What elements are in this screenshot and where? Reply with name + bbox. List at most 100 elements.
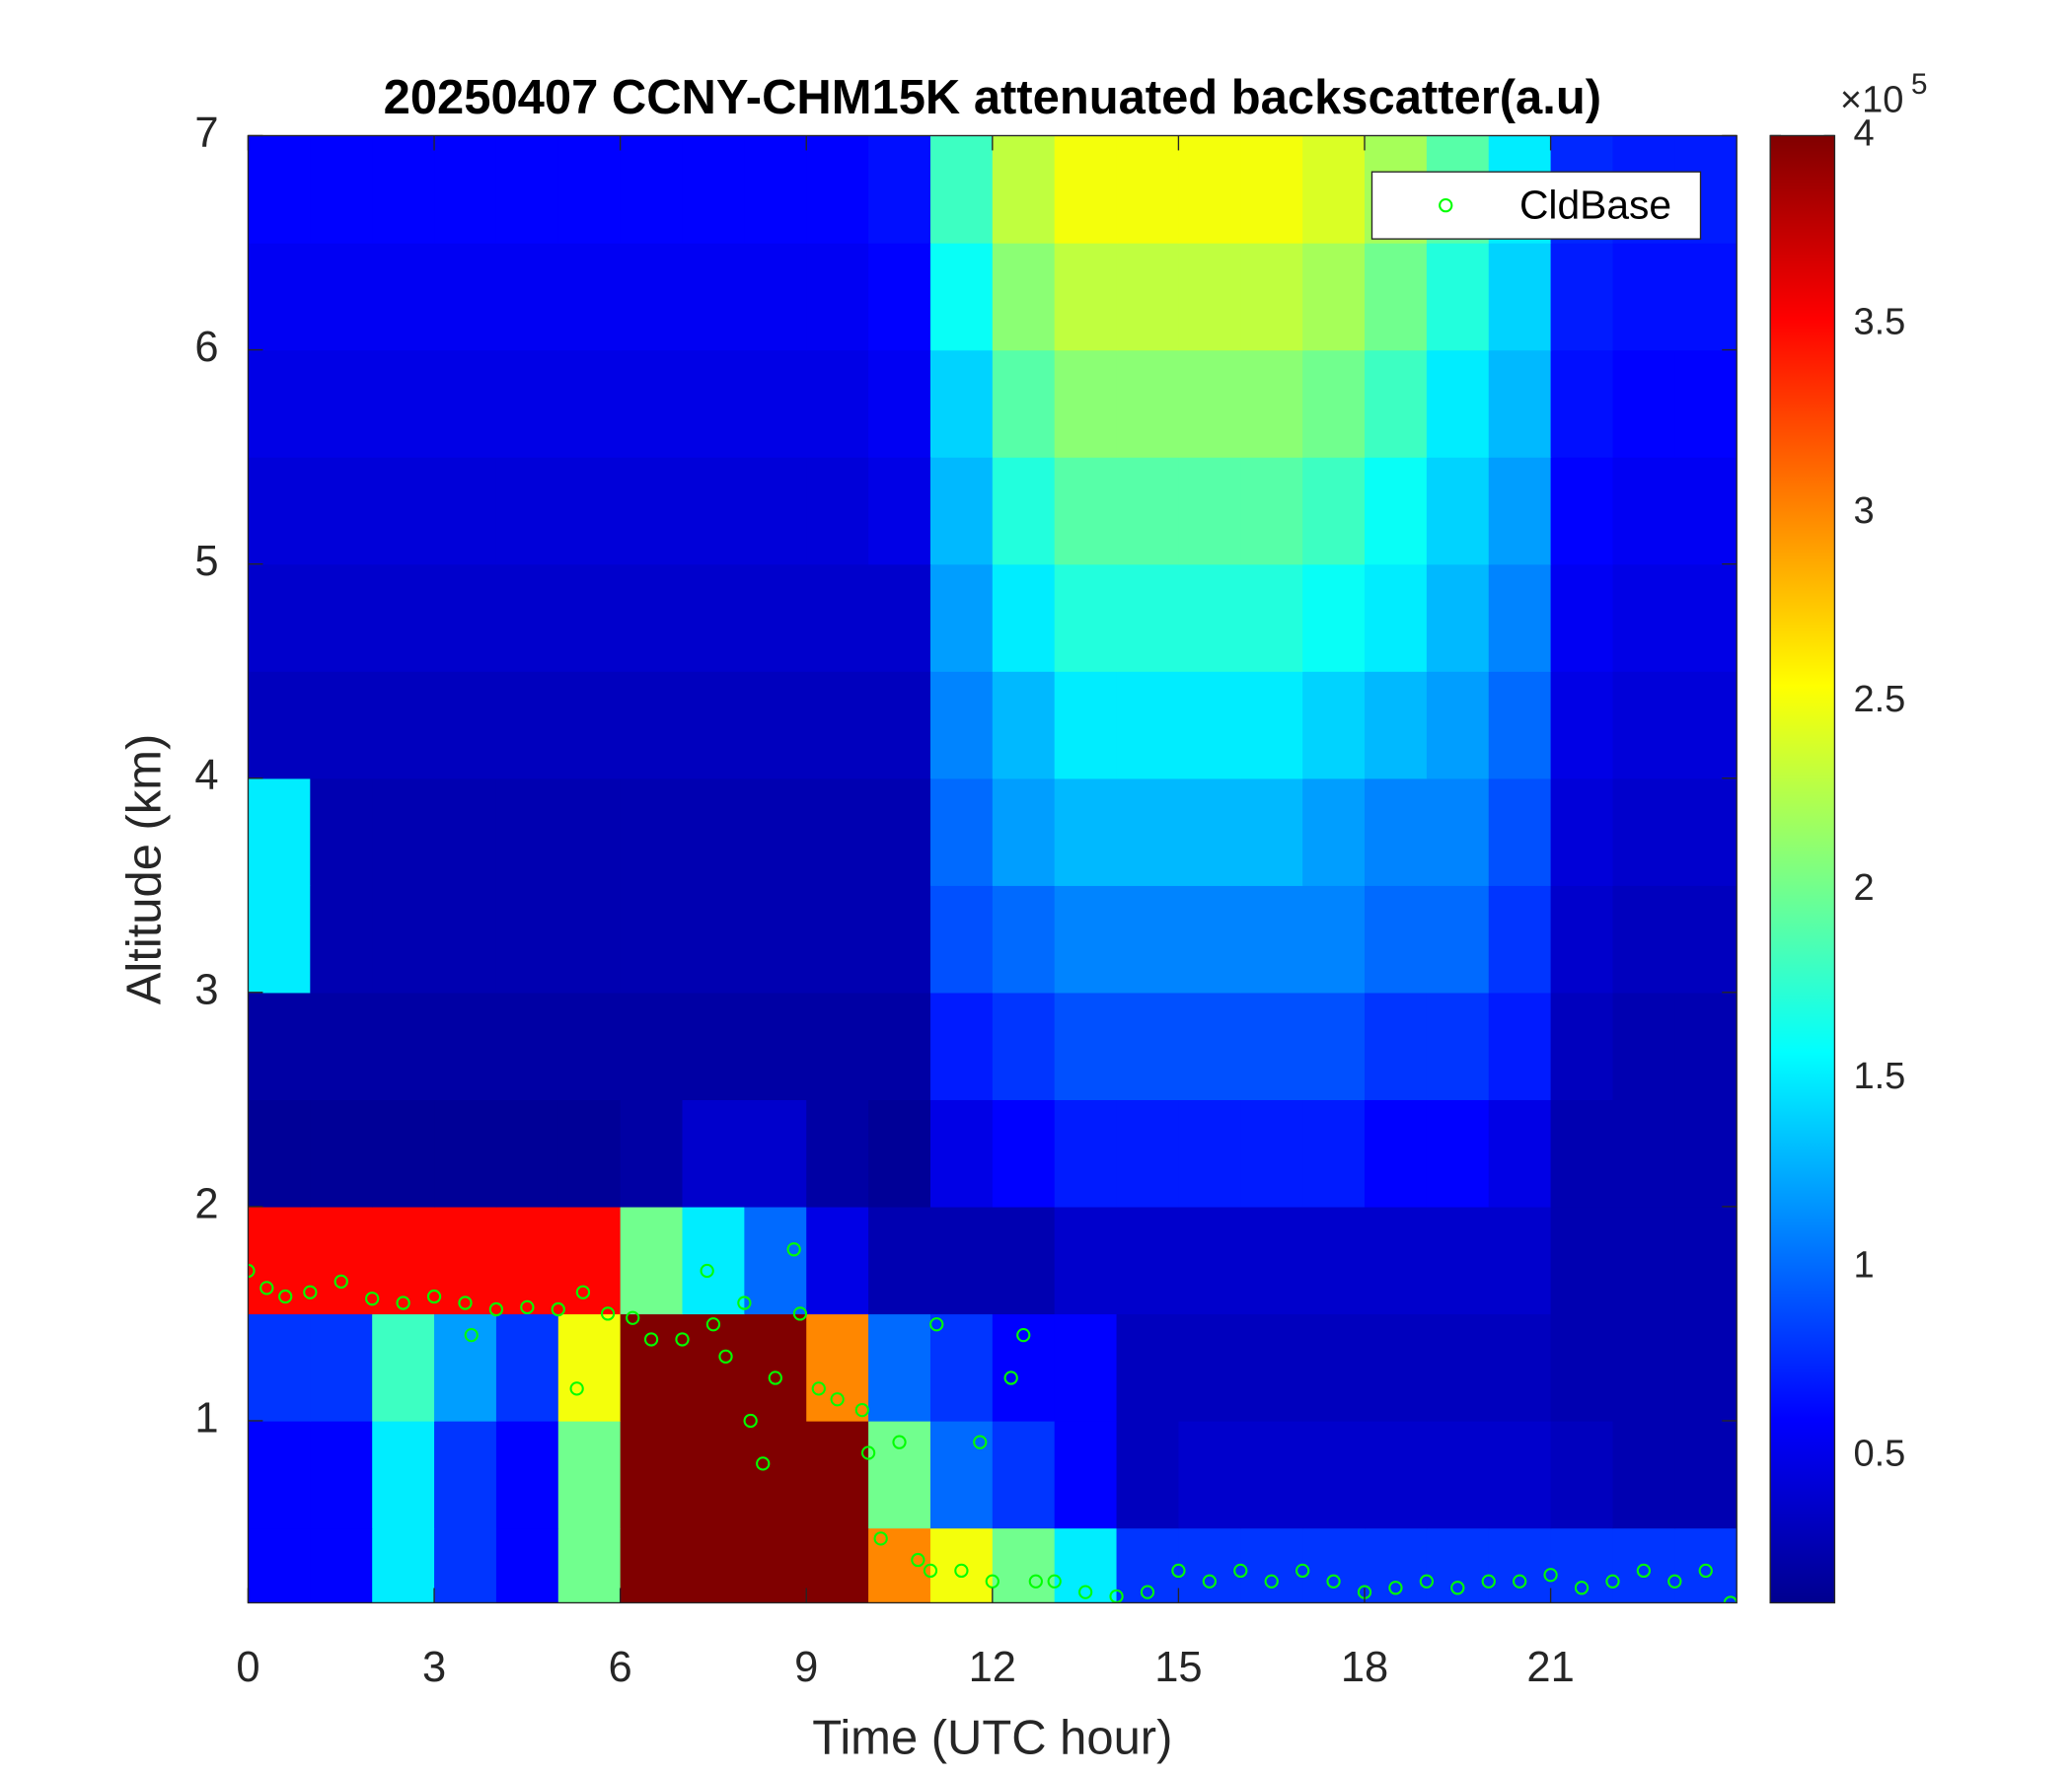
heatmap-cell <box>1674 1420 1738 1529</box>
heatmap-cell <box>372 1527 435 1603</box>
cloud-base-point <box>1264 1574 1279 1589</box>
heatmap-cell <box>372 135 435 244</box>
heatmap-cell <box>868 671 931 779</box>
heatmap-cell <box>868 1206 931 1315</box>
heatmap-cell <box>1488 1527 1552 1603</box>
heatmap-cell <box>1612 1313 1676 1422</box>
colorbar <box>1769 134 1836 1604</box>
heatmap-cell <box>1550 885 1614 994</box>
legend-label: CldBase <box>1519 183 1671 228</box>
heatmap-cell <box>495 135 559 244</box>
cloud-base-point <box>464 1327 479 1343</box>
heatmap-cell <box>1178 349 1241 458</box>
heatmap-cell <box>1240 349 1303 458</box>
heatmap-cell <box>1488 1420 1552 1529</box>
heatmap-cell <box>929 349 994 458</box>
heatmap-cell <box>1612 1099 1676 1208</box>
heatmap-cell <box>992 563 1056 672</box>
heatmap-cell <box>744 1206 807 1315</box>
heatmap-cell <box>495 885 559 994</box>
heatmap-cell <box>1302 1206 1366 1315</box>
cloud-base-point <box>911 1552 925 1568</box>
heatmap-cell <box>1054 1420 1118 1529</box>
heatmap-cell <box>310 992 373 1101</box>
colorbar-tick-label: 2.5 <box>1853 679 1905 720</box>
cloud-base-point <box>830 1392 845 1407</box>
heatmap-cell <box>1488 671 1552 779</box>
cloud-base-point <box>333 1274 348 1289</box>
heatmap-cell <box>1054 1313 1118 1422</box>
heatmap-cell <box>1674 885 1738 994</box>
heatmap-cell <box>1116 563 1180 672</box>
heatmap-cell <box>682 1206 746 1315</box>
heatmap-cell <box>1116 671 1180 779</box>
cloud-base-point <box>985 1574 999 1589</box>
heatmap-cell <box>1488 1099 1552 1208</box>
heatmap-cell <box>310 671 373 779</box>
heatmap-cell <box>1178 885 1241 994</box>
heatmap-cell <box>1612 243 1676 351</box>
cloud-base-point <box>458 1295 473 1310</box>
heatmap-cell <box>1674 1206 1738 1315</box>
heatmap-cell <box>1365 1313 1428 1422</box>
heatmap-cell <box>1054 135 1118 244</box>
heatmap-cell <box>372 349 435 458</box>
heatmap-cell <box>1488 777 1552 886</box>
heatmap-cell <box>372 457 435 565</box>
heatmap-cell <box>495 1313 559 1422</box>
heatmap-cell <box>620 1206 684 1315</box>
heatmap-cell <box>682 992 746 1101</box>
heatmap-cell <box>1302 457 1366 565</box>
heatmap-cell <box>1302 135 1366 244</box>
cloud-base-point <box>811 1381 826 1396</box>
heatmap-cell <box>372 1206 435 1315</box>
y-tick-label: 6 <box>194 324 218 371</box>
heatmap-cell <box>620 349 684 458</box>
heatmap-cell <box>992 349 1056 458</box>
heatmap-cell <box>992 1527 1056 1603</box>
heatmap-cell <box>1116 1527 1180 1603</box>
heatmap-cell <box>929 135 994 244</box>
x-tick-label: 12 <box>969 1644 1016 1691</box>
heatmap-cell <box>1116 1313 1180 1422</box>
heatmap-cell <box>1550 1206 1614 1315</box>
cloud-base-point <box>756 1456 771 1471</box>
heatmap-cell <box>434 1420 497 1529</box>
heatmap-cell <box>1178 1420 1241 1529</box>
heatmap-cell <box>1054 563 1118 672</box>
colorbar-tick-label: 3.5 <box>1853 302 1905 343</box>
heatmap-cell <box>248 1313 311 1422</box>
heatmap-cell <box>806 135 869 244</box>
heatmap-cell <box>1302 349 1366 458</box>
heatmap-cell <box>744 1099 807 1208</box>
cloud-base-point <box>929 1317 944 1332</box>
heatmap-cell <box>1674 457 1738 565</box>
heatmap-cell <box>310 349 373 458</box>
chart-title: 20250407 CCNY-CHM15K attenuated backscat… <box>384 71 1601 124</box>
heatmap-cell <box>1178 135 1241 244</box>
heatmap-cell <box>495 992 559 1101</box>
cloud-base-point <box>426 1289 442 1304</box>
x-tick-label: 9 <box>794 1644 818 1691</box>
heatmap-cell <box>310 457 373 565</box>
cloud-base-point <box>1723 1595 1738 1603</box>
heatmap-cell <box>557 1099 622 1208</box>
heatmap-cell <box>1550 349 1614 458</box>
cloud-base-point <box>1698 1563 1713 1579</box>
cloud-base-point <box>259 1281 274 1295</box>
heatmap-cell <box>620 992 684 1101</box>
heatmap-cell <box>868 243 931 351</box>
heatmap-cell <box>1054 457 1118 565</box>
heatmap-cell <box>992 243 1056 351</box>
heatmap-cell <box>1302 563 1366 672</box>
heatmap-cell <box>372 992 435 1101</box>
heatmap-cell <box>992 1206 1056 1315</box>
heatmap-cell <box>929 1420 994 1529</box>
heatmap-cell <box>806 671 869 779</box>
heatmap-cell <box>372 671 435 779</box>
heatmap-cell <box>1365 1099 1428 1208</box>
heatmap-cell <box>1054 1099 1118 1208</box>
heatmap-cell <box>1426 671 1490 779</box>
heatmap-cell <box>806 1313 869 1422</box>
heatmap-cell <box>1054 777 1118 886</box>
